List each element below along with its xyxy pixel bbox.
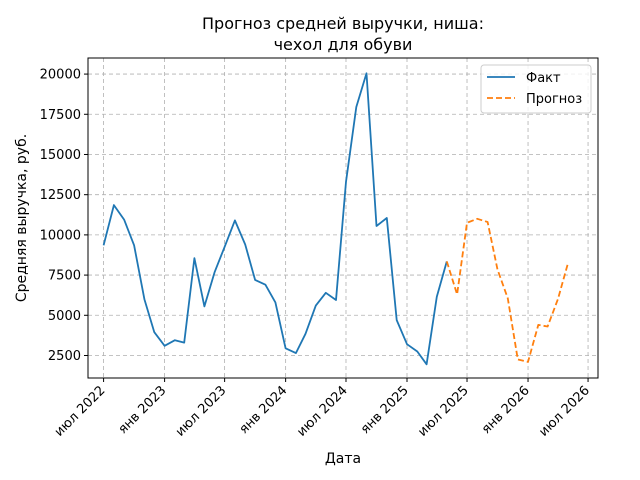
data-point-fact [133, 244, 135, 246]
legend: Факт Прогноз [480, 64, 592, 114]
data-point-fact [264, 284, 266, 286]
data-point-fact [244, 243, 246, 245]
data-point-fact [214, 271, 216, 273]
y-tick-label: 2500 [48, 349, 81, 364]
data-point-forecast [446, 260, 448, 262]
y-tick-label: 12500 [40, 188, 81, 203]
data-point-fact [386, 217, 388, 219]
y-tick-label: 17500 [40, 108, 81, 123]
data-point-fact [113, 204, 115, 206]
data-point-fact [223, 246, 225, 248]
data-point-fact [416, 350, 418, 352]
data-point-fact [304, 333, 306, 335]
data-point-fact [396, 319, 398, 321]
data-point-forecast [507, 297, 509, 299]
data-point-forecast [466, 222, 468, 224]
chart-title-line-2: чехол для обуви [274, 35, 413, 54]
series-line-forecast [445, 217, 569, 363]
legend-label-fact: Факт [526, 71, 561, 86]
data-point-fact [234, 219, 236, 221]
data-point-forecast [557, 298, 559, 300]
data-point-forecast [456, 293, 458, 295]
series-lines [102, 72, 569, 366]
data-point-fact [345, 181, 347, 183]
data-point-forecast [517, 358, 519, 360]
y-tick-label: 20000 [40, 68, 81, 83]
data-point-forecast [546, 325, 548, 327]
x-axis-label: Дата [325, 451, 361, 467]
data-point-fact [143, 298, 145, 300]
data-point-fact [295, 352, 297, 354]
y-tick-label: 7500 [48, 269, 81, 284]
plot-frame [87, 57, 599, 379]
data-point-fact [163, 345, 165, 347]
y-axis-label: Средняя выручка, руб. [14, 134, 30, 302]
data-point-forecast [476, 218, 478, 220]
data-point-fact [325, 292, 327, 294]
data-point-fact [365, 72, 367, 74]
data-point-fact [315, 304, 317, 306]
data-point-fact [153, 331, 155, 333]
data-point-fact [102, 244, 104, 246]
data-point-fact [174, 339, 176, 341]
data-point-fact [274, 301, 276, 303]
grid [88, 58, 598, 378]
data-point-forecast [537, 324, 539, 326]
data-point-forecast [527, 361, 529, 363]
data-point-forecast [486, 221, 488, 223]
data-point-fact [284, 347, 286, 349]
data-point-fact [375, 225, 377, 227]
y-tick-label: 10000 [40, 228, 81, 243]
data-point-fact [193, 257, 195, 259]
y-tick-label: 15000 [40, 148, 81, 163]
data-point-fact [355, 106, 357, 108]
y-axis-ticks: 2500 5000 7500 10000 12500 15000 17500 20000 [40, 68, 88, 364]
y-tick-label: 5000 [48, 309, 81, 324]
data-point-fact [183, 341, 185, 343]
data-point-fact [203, 305, 205, 307]
data-point-fact [123, 218, 125, 220]
chart-title-line-1: Прогноз средней выручки, ниша: [202, 14, 484, 33]
data-point-fact [254, 279, 256, 281]
data-point-forecast [496, 268, 498, 270]
series-line-fact [102, 72, 448, 366]
data-point-fact [425, 363, 427, 365]
legend-label-forecast: Прогноз [526, 92, 582, 107]
data-point-fact [436, 296, 438, 298]
data-point-forecast [567, 263, 569, 265]
data-point-fact [335, 299, 337, 301]
data-point-fact [406, 343, 408, 345]
